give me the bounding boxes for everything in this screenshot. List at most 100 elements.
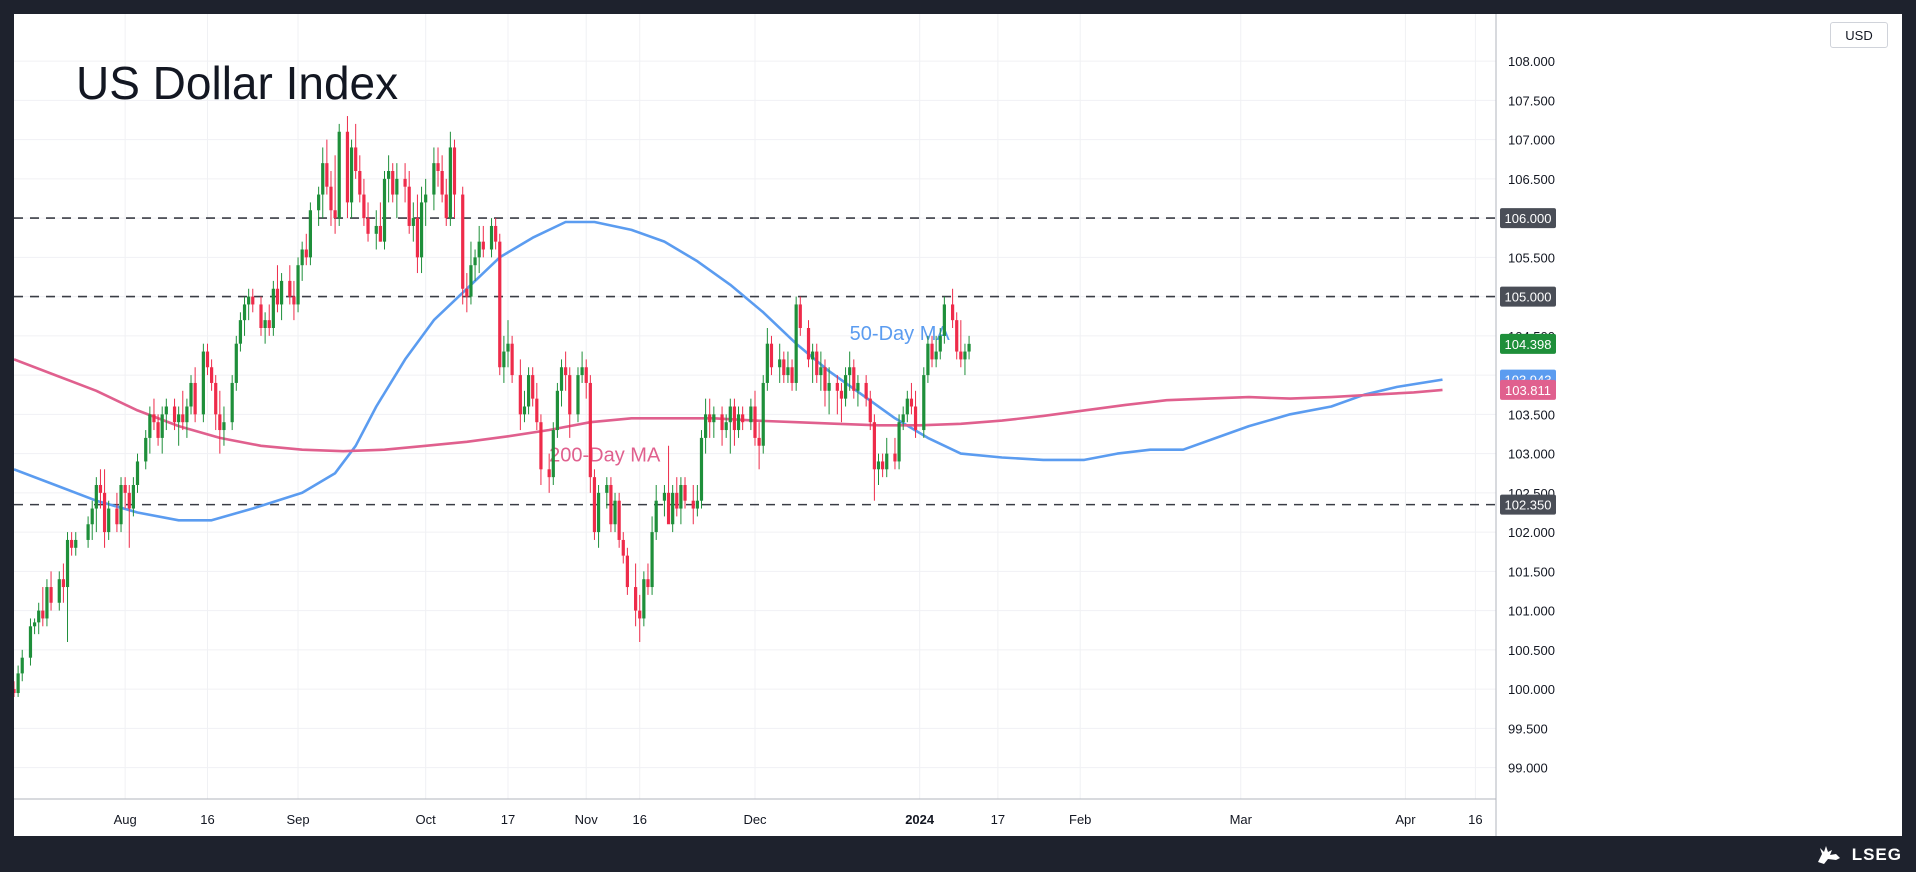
y-tick-label: 101.000 <box>1508 604 1555 619</box>
candle-up <box>699 437 704 501</box>
x-tick-label: 17 <box>501 812 515 827</box>
candle-up <box>222 422 226 431</box>
candle-up <box>469 265 473 297</box>
candle-down <box>172 406 177 423</box>
candle-up <box>164 406 168 415</box>
candle-up <box>247 296 251 305</box>
candle-down <box>868 398 872 423</box>
reference-label: 105.000 <box>1505 290 1552 305</box>
candle-up <box>419 202 424 258</box>
candle-up <box>411 218 415 226</box>
candle-down <box>403 178 407 187</box>
candle-up <box>337 131 341 219</box>
candle-down <box>617 500 621 540</box>
x-tick-label: 16 <box>1468 812 1482 827</box>
x-tick-label: 16 <box>200 812 214 827</box>
candle-down <box>362 194 366 219</box>
y-tick-label: 100.000 <box>1508 682 1555 697</box>
y-tick-label: 101.500 <box>1508 564 1555 579</box>
candle-down <box>267 320 271 328</box>
candle-up <box>938 335 942 352</box>
candle-down <box>609 485 613 525</box>
candle-up <box>107 508 111 533</box>
candle-up <box>86 524 90 540</box>
candles <box>14 116 971 697</box>
candle-down <box>275 288 280 305</box>
brand-logo: LSEG <box>1814 842 1902 868</box>
x-tick-label: Nov <box>575 812 599 827</box>
ma200-label: 200-Day MA <box>549 444 661 466</box>
candle-up <box>502 351 506 368</box>
x-tick-label: Dec <box>743 812 767 827</box>
candle-up <box>576 375 580 415</box>
candle-up <box>230 382 234 423</box>
reference-label-box <box>1500 208 1556 229</box>
y-tick-label: 107.000 <box>1508 133 1555 148</box>
candle-up <box>424 194 428 203</box>
candle-down <box>823 367 827 391</box>
candle-up <box>432 163 436 195</box>
candle-up <box>32 622 37 627</box>
candle-up <box>963 351 967 360</box>
candle-down <box>568 375 572 415</box>
candle-up <box>559 367 564 391</box>
candle-down <box>732 406 737 431</box>
candle-up <box>728 406 732 423</box>
candle-up <box>551 430 555 478</box>
candle-up <box>74 539 78 548</box>
candle-down <box>683 485 687 501</box>
candle-down <box>415 218 420 258</box>
chart-canvas: 50-Day MA 200-Day MA 99.000 99.500 100.000 1… <box>14 14 1556 836</box>
candle-up <box>662 492 667 501</box>
candle-up <box>185 406 189 423</box>
candle-up <box>45 587 49 619</box>
candle-up <box>177 414 181 423</box>
candle-up <box>160 414 164 438</box>
candle-down <box>391 171 395 195</box>
candle-up <box>778 359 782 368</box>
y-tick-label: 105.500 <box>1508 250 1555 265</box>
y-tick-label: 100.500 <box>1508 643 1555 658</box>
currency-selector[interactable]: USD <box>1830 22 1888 48</box>
candle-up <box>448 147 452 219</box>
candle-down <box>815 351 819 376</box>
candle-down <box>959 351 963 360</box>
candle-up <box>131 485 135 509</box>
candle-up <box>119 485 123 525</box>
reference-label-box <box>1500 494 1556 515</box>
candle-down <box>49 587 53 603</box>
candle-down <box>950 304 955 321</box>
candle-down <box>325 163 329 187</box>
candle-down <box>638 610 642 619</box>
candle-up <box>57 579 61 603</box>
candle-down <box>666 492 671 525</box>
candle-up <box>555 390 560 431</box>
candle-down <box>955 320 959 352</box>
candle-up <box>967 343 971 352</box>
candle-down <box>329 186 333 211</box>
candle-down <box>675 492 679 509</box>
candle-up <box>856 382 860 391</box>
candle-up <box>148 414 152 438</box>
candle-down <box>494 225 498 242</box>
candle-down <box>498 241 502 368</box>
candle-up <box>489 225 494 250</box>
candle-up <box>94 485 98 509</box>
candle-up <box>144 437 148 462</box>
candle-down <box>872 422 876 470</box>
candle-up <box>848 367 852 376</box>
candle-up <box>650 532 654 588</box>
candle-down <box>304 249 308 258</box>
axes: 99.000 99.500 100.000 100.500 101.000 101.500… <box>14 14 1555 836</box>
candle-up <box>522 406 527 415</box>
candle-up <box>473 257 477 266</box>
candle-down <box>465 288 469 297</box>
candle-down <box>205 351 210 368</box>
candle-up <box>201 351 205 415</box>
x-tick-label: Feb <box>1069 812 1091 827</box>
candle-up <box>897 422 901 462</box>
candle-up <box>308 210 313 258</box>
candle-up <box>37 610 41 623</box>
candle-down <box>753 406 757 438</box>
candle-down <box>123 485 127 493</box>
